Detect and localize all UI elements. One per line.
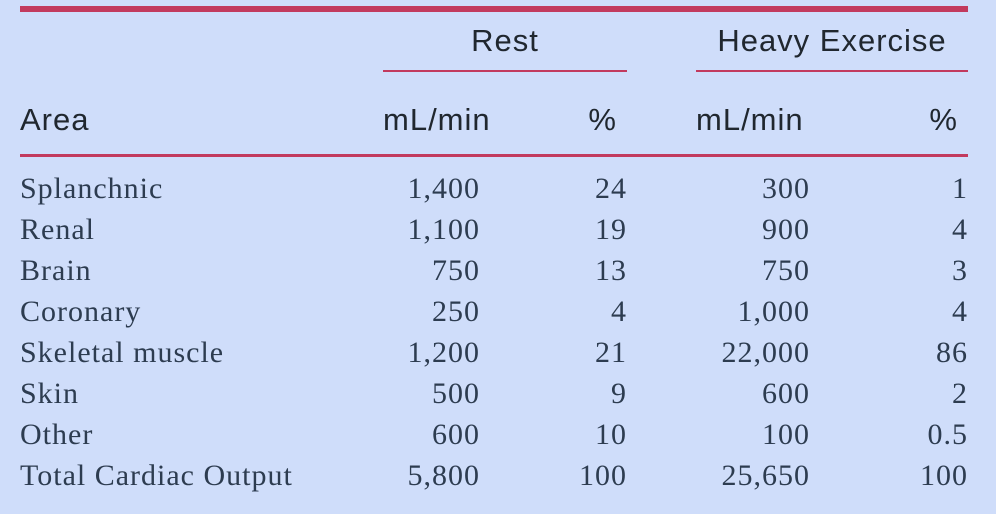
exercise-flow-value: 25,650 xyxy=(721,459,810,492)
column-header-exercise-percent: % xyxy=(929,101,958,137)
group-header-exercise-cell: Heavy Exercise xyxy=(627,12,968,72)
row-area-label: Renal xyxy=(20,213,95,246)
table-figure: Rest Heavy Exercise Area mL/min % mL/min xyxy=(20,6,968,497)
exercise-percent-value: 0.5 xyxy=(927,418,968,451)
exercise-flow-value: 100 xyxy=(762,418,810,451)
row-area-label: Coronary xyxy=(20,295,142,328)
rest-flow-value: 1,400 xyxy=(407,172,480,205)
rest-flow-value: 750 xyxy=(432,254,480,287)
rest-percent-value: 19 xyxy=(595,213,627,246)
table-row: Other 600 10 100 0.5 xyxy=(20,415,968,456)
exercise-subheaders-cell: mL/min % xyxy=(627,72,968,157)
exercise-percent-value: 2 xyxy=(952,377,968,410)
blood-flow-table: Rest Heavy Exercise Area mL/min % mL/min xyxy=(20,12,968,497)
column-header-area: Area xyxy=(20,72,330,157)
rest-flow-value: 500 xyxy=(432,377,480,410)
group-header-heavy-exercise: Heavy Exercise xyxy=(696,23,968,72)
exercise-flow-value: 600 xyxy=(762,377,810,410)
table-row-total: Total Cardiac Output 5,800 100 25,650 10… xyxy=(20,456,968,497)
column-header-exercise-flow: mL/min xyxy=(696,101,804,137)
exercise-flow-value: 750 xyxy=(762,254,810,287)
table-row: Skin 500 9 600 2 xyxy=(20,374,968,415)
row-area-label: Other xyxy=(20,418,94,451)
table-header: Rest Heavy Exercise Area mL/min % mL/min xyxy=(20,12,968,157)
table-row: Splanchnic 1,400 24 300 1 xyxy=(20,155,968,210)
table-row: Skeletal muscle 1,200 21 22,000 86 xyxy=(20,333,968,374)
exercise-flow-value: 900 xyxy=(762,213,810,246)
row-area-label: Skin xyxy=(20,377,80,410)
table-row: Renal 1,100 19 900 4 xyxy=(20,210,968,251)
rest-flow-value: 250 xyxy=(432,295,480,328)
table-row: Brain 750 13 750 3 xyxy=(20,251,968,292)
column-header-row: Area mL/min % mL/min % xyxy=(20,72,968,157)
group-header-spacer xyxy=(20,12,330,72)
group-header-row: Rest Heavy Exercise xyxy=(20,12,968,72)
exercise-percent-value: 100 xyxy=(920,459,968,492)
rest-percent-value: 24 xyxy=(595,172,627,205)
exercise-flow-value: 22,000 xyxy=(721,336,810,369)
exercise-percent-value: 4 xyxy=(952,295,968,328)
rest-subheaders-cell: mL/min % xyxy=(330,72,627,157)
exercise-percent-value: 1 xyxy=(952,172,968,205)
row-area-label: Splanchnic xyxy=(20,172,164,205)
rest-percent-value: 100 xyxy=(579,459,627,492)
group-header-rest-cell: Rest xyxy=(330,12,627,72)
column-header-rest-flow: mL/min xyxy=(383,101,491,137)
row-area-label: Total Cardiac Output xyxy=(20,459,293,492)
rest-percent-value: 13 xyxy=(595,254,627,287)
rest-percent-value: 4 xyxy=(611,295,627,328)
table-body: Splanchnic 1,400 24 300 1 Renal 1,100 19… xyxy=(20,155,968,497)
exercise-flow-value: 1,000 xyxy=(737,295,810,328)
row-area-label: Skeletal muscle xyxy=(20,336,225,369)
row-area-label: Brain xyxy=(20,254,92,287)
exercise-percent-value: 3 xyxy=(952,254,968,287)
exercise-subheaders: mL/min % xyxy=(696,102,968,154)
column-header-rest-percent: % xyxy=(588,101,617,137)
rest-flow-value: 1,200 xyxy=(407,336,480,369)
table-row: Coronary 250 4 1,000 4 xyxy=(20,292,968,333)
rest-subheaders: mL/min % xyxy=(383,102,627,154)
rest-flow-value: 600 xyxy=(432,418,480,451)
rest-flow-value: 1,100 xyxy=(407,213,480,246)
rest-flow-value: 5,800 xyxy=(407,459,480,492)
top-rule xyxy=(20,6,968,12)
exercise-percent-value: 4 xyxy=(952,213,968,246)
rest-percent-value: 21 xyxy=(595,336,627,369)
rest-percent-value: 10 xyxy=(595,418,627,451)
exercise-percent-value: 86 xyxy=(936,336,968,369)
rest-percent-value: 9 xyxy=(611,377,627,410)
group-header-rest: Rest xyxy=(383,23,627,72)
exercise-flow-value: 300 xyxy=(762,172,810,205)
